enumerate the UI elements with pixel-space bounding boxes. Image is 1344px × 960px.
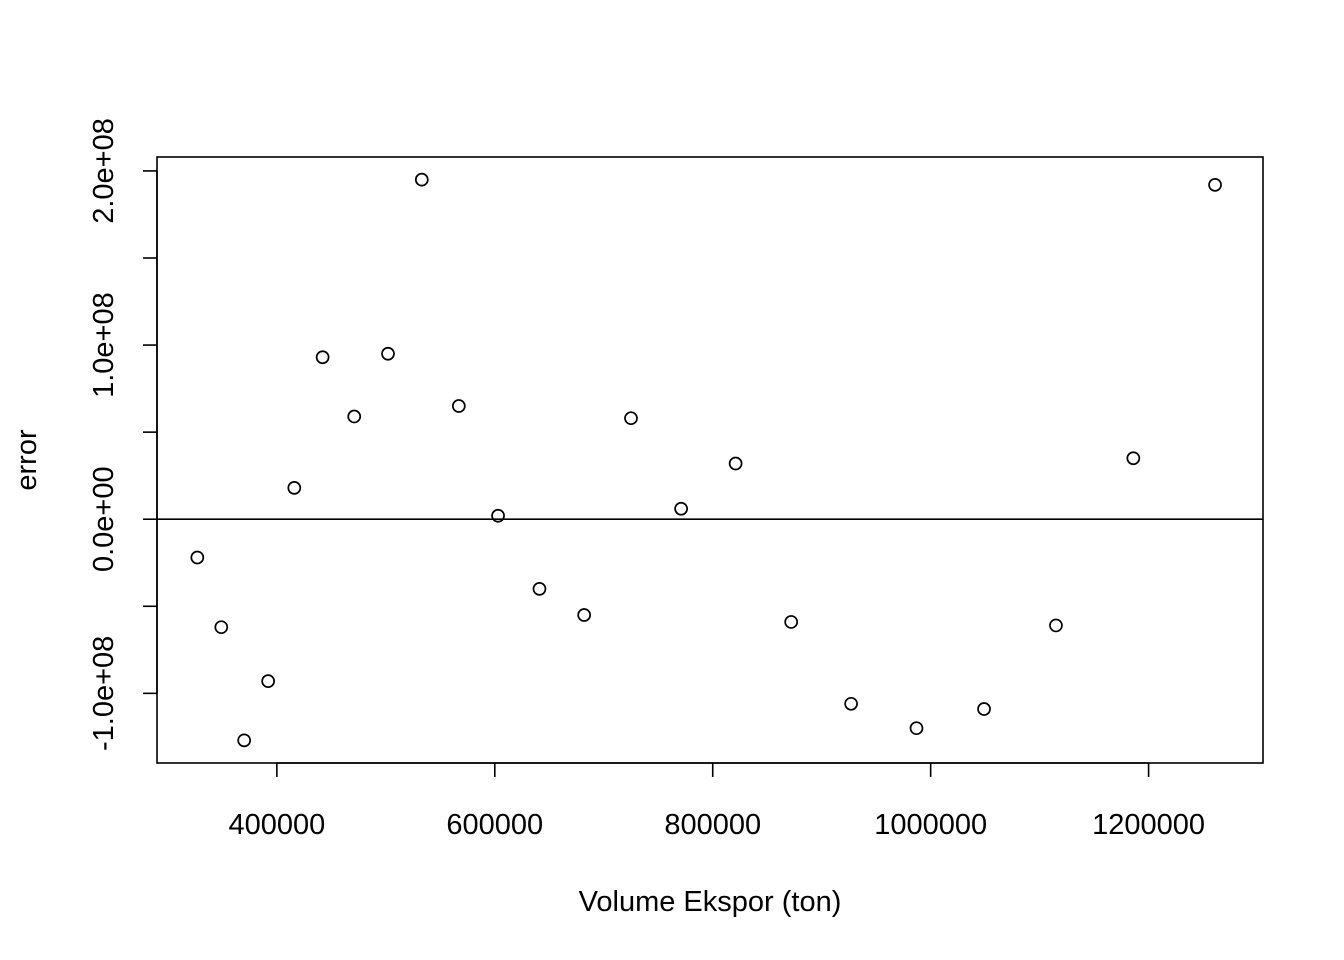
y-axis-title: error [11, 429, 43, 491]
x-axis-title: Volume Ekspor (ton) [579, 886, 842, 918]
data-points [190, 172, 1222, 748]
data-point [347, 409, 362, 424]
x-tick-label: 800000 [664, 809, 761, 841]
data-point [261, 674, 275, 689]
data-point [1126, 451, 1141, 466]
data-point [532, 582, 547, 596]
y-tick-label: 1.0e+08 [88, 292, 120, 398]
x-tick-label: 400000 [228, 809, 325, 841]
data-point [315, 350, 330, 365]
data-point [381, 346, 395, 361]
data-point [1208, 178, 1222, 192]
data-point [844, 696, 858, 711]
x-tick-label: 1200000 [1092, 809, 1205, 841]
x-axis: 400000 600000 800000 1000000 1200000 [228, 762, 1205, 841]
data-point [784, 615, 799, 629]
data-point [909, 721, 924, 736]
data-point [674, 501, 688, 516]
data-point [287, 481, 302, 495]
data-point [190, 550, 205, 565]
data-point [414, 172, 429, 187]
y-tick-label: -1.0e+08 [88, 636, 120, 751]
plot-frame [156, 156, 1264, 764]
y-tick-label: 0.0e+00 [88, 466, 120, 572]
data-point [214, 620, 229, 635]
y-tick-label: 2.0e+08 [88, 118, 120, 224]
data-point [1049, 618, 1063, 633]
data-point [451, 399, 466, 413]
data-point [728, 456, 743, 471]
data-point [624, 411, 638, 426]
x-tick-label: 600000 [446, 809, 543, 841]
y-axis: -1.0e+08 0.0e+00 1.0e+08 2.0e+08 [88, 118, 158, 751]
data-point [577, 608, 591, 622]
data-point [977, 702, 991, 716]
data-point [491, 508, 505, 523]
data-point [237, 733, 252, 748]
x-tick-label: 1000000 [874, 809, 987, 841]
